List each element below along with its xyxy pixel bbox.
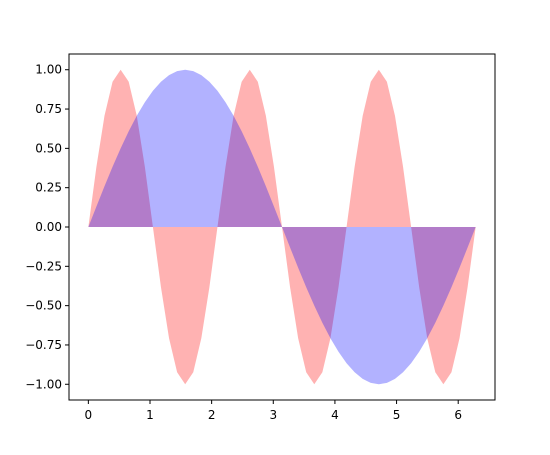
x-tick-label: 4 (331, 408, 339, 422)
x-axis: 0 1 2 3 4 5 6 (85, 400, 462, 422)
y-tick-label: −0.50 (25, 299, 62, 313)
y-tick-label: 0.25 (35, 181, 62, 195)
y-tick-label: −0.25 (25, 259, 62, 273)
y-tick-label: 1.00 (35, 63, 62, 77)
x-tick-label: 5 (393, 408, 401, 422)
y-tick-label: 0.75 (35, 102, 62, 116)
y-tick-label: 0.50 (35, 141, 62, 155)
y-tick-label: −0.75 (25, 338, 62, 352)
x-tick-label: 1 (146, 408, 154, 422)
y-axis: −1.00 −0.75 −0.50 −0.25 0.00 0.25 0.50 0.75 1.00 (25, 63, 69, 391)
plot-areas (88, 69, 476, 385)
x-tick-label: 2 (208, 408, 216, 422)
y-tick-label: −1.00 (25, 377, 62, 391)
y-tick-label: 0.00 (35, 220, 62, 234)
x-tick-label: 3 (269, 408, 277, 422)
x-tick-label: 0 (85, 408, 93, 422)
area-series-2 (88, 69, 476, 385)
x-tick-label: 6 (454, 408, 462, 422)
area-series-1 (88, 69, 476, 385)
